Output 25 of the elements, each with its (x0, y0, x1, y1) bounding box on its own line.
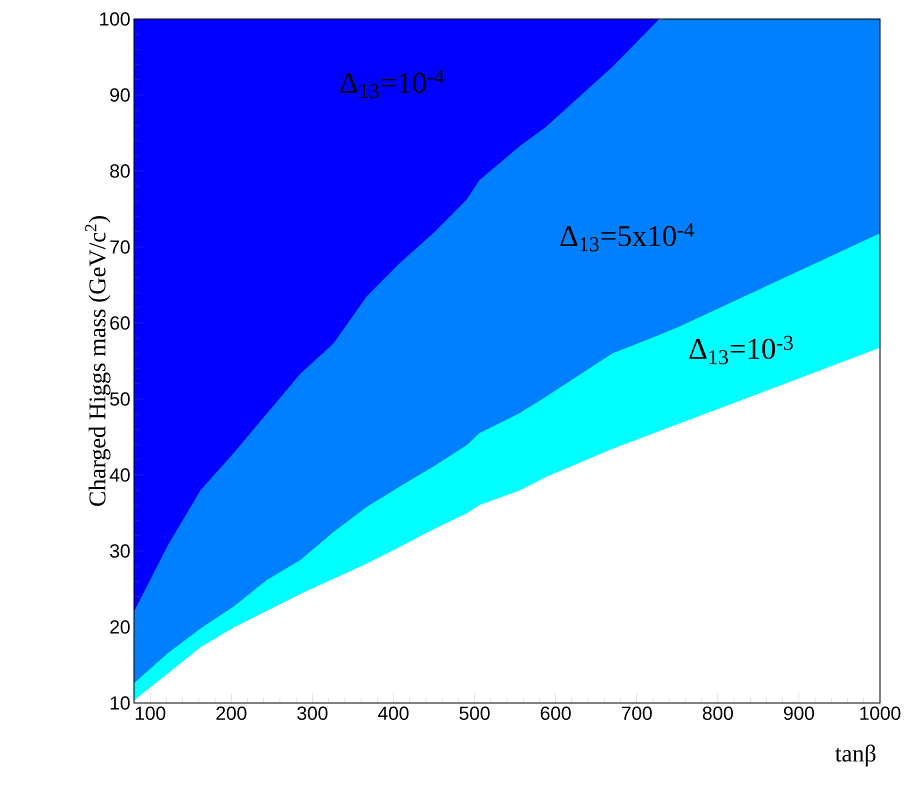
x-tick-label: 900 (784, 706, 814, 720)
y-tick-label: 70 (110, 240, 130, 254)
y-tick-label: 30 (110, 544, 130, 558)
y-tick-label: 60 (110, 316, 130, 330)
y-tick-label: 50 (110, 392, 130, 406)
y-tick-label: 90 (110, 88, 130, 102)
x-tick-label: 800 (702, 706, 733, 720)
y-tick-label: 80 (110, 164, 130, 178)
annotation: Δ$_{13}$=5x10$^{-4}$ (560, 222, 694, 252)
y-axis-title: Charged Higgs mass (GeV/c$^{2}$) (85, 216, 110, 506)
x-tick-label: 500 (459, 706, 490, 720)
x-tick-label: 200 (216, 706, 246, 720)
x-tick-label: 300 (297, 706, 328, 720)
y-tick-label: 10 (110, 696, 130, 710)
x-tick-label: 600 (540, 706, 571, 720)
annotation: Δ$_{13}$=10$^{-4}$ (340, 70, 444, 98)
y-tick-label: 100 (100, 12, 130, 26)
x-tick-label: 100 (136, 706, 166, 720)
x-tick-label: 1000 (860, 706, 900, 720)
y-tick-label: 20 (110, 620, 130, 634)
x-tick-label: 700 (622, 706, 652, 720)
x-tick-label: 400 (378, 706, 409, 720)
annotation: Δ$_{13}$=10$^{-3}$ (690, 336, 793, 364)
y-tick-label: 40 (110, 468, 130, 482)
x-axis-title: tanβ (835, 744, 876, 767)
